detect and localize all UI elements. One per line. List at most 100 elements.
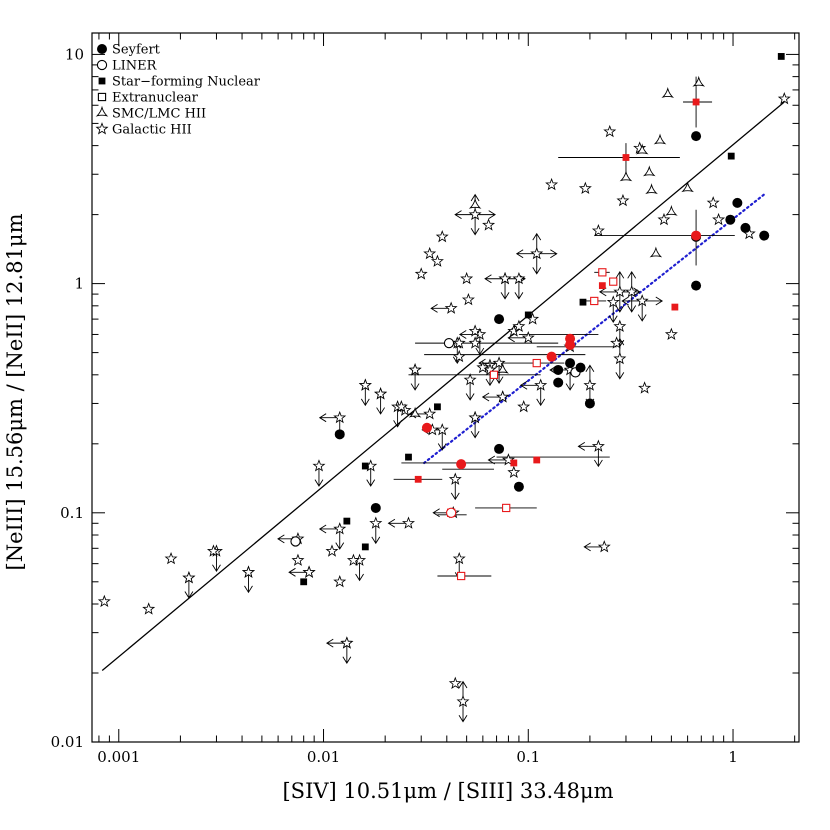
legend-label: Galactic HII: [112, 123, 192, 138]
limit-star-marker: [452, 551, 466, 565]
limit-star-marker: [333, 410, 347, 424]
seyfert-point: [553, 377, 564, 388]
limit-arrow-down: [458, 701, 468, 723]
solid-fit-line: [101, 101, 785, 672]
seyfert-point: [513, 481, 524, 492]
limit-arrow-down: [184, 577, 194, 599]
limit-arrow-down: [470, 417, 480, 439]
legend-label: SMC/LMC HII: [112, 107, 206, 122]
legend-marker-extranuclear: [97, 92, 107, 102]
limit-star-marker: [534, 378, 548, 391]
x-axis-label: [SIV] 10.51μm / [SIII] 33.48μm: [282, 779, 613, 803]
error-bars: [393, 76, 735, 577]
galactic-hii-point: [603, 124, 617, 138]
limit-star-marker: [312, 459, 326, 472]
star-forming-nuclear-point: [361, 462, 369, 470]
legend-marker-liner: [96, 59, 108, 71]
limit-star-marker: [468, 207, 482, 221]
galactic-hii-point: [498, 271, 512, 285]
seyfert-point: [725, 214, 736, 225]
extranuclear-highlight-point: [598, 268, 607, 277]
axis-ticks: 0.001 0.01 0.1 1 0.01 0.1 1 10: [51, 33, 799, 766]
galactic-hii-point: [435, 230, 449, 243]
smc-lmc-hii-point: [665, 204, 678, 216]
galactic-hii-point: [507, 465, 521, 478]
limit-arrow-down: [565, 369, 575, 391]
limit-arrow-down: [314, 466, 324, 487]
upper-limit-marker: [613, 337, 627, 380]
limit-star-marker: [463, 373, 477, 386]
galactic-hii-point: [408, 363, 422, 376]
seyfert-point: [565, 358, 576, 369]
star-forming-nuclear-point: [361, 543, 369, 551]
star-forming-nuclear-highlight-point: [671, 303, 679, 311]
seyfert-highlight-point: [565, 339, 576, 350]
y-tick-label: 0.01: [51, 733, 84, 751]
upper-limit-marker: [583, 540, 611, 553]
galactic-hii-point: [545, 177, 559, 191]
seyfert-point: [334, 429, 345, 440]
limit-arrow-down: [437, 429, 447, 451]
star-forming-nuclear-highlight-point: [510, 459, 518, 467]
extranuclear-highlight-point: [532, 358, 541, 368]
limit-star-marker: [369, 516, 383, 529]
limit-star-marker: [613, 351, 627, 365]
upper-limit-marker: [369, 516, 383, 545]
seyfert-point: [691, 131, 702, 142]
series-liner: [290, 337, 581, 547]
x-tick-label: 0.01: [307, 748, 340, 766]
limit-markers: [182, 193, 664, 723]
legend-item-galactic-hii: Galactic HII: [95, 122, 192, 138]
dotted-fit-line: [423, 193, 766, 465]
limit-star-marker: [492, 356, 506, 369]
upper-limit-marker: [519, 378, 548, 407]
upper-limit-marker: [448, 472, 462, 501]
upper-limit-marker: [463, 373, 477, 401]
extranuclear-highlight-point: [502, 503, 511, 513]
star-forming-nuclear-highlight-point: [622, 154, 630, 161]
seyfert-highlight-point: [421, 422, 432, 433]
seyfert-point: [494, 443, 505, 454]
galactic-hii-point: [241, 565, 255, 578]
legend-item-star-forming-nuclear: Star−forming Nuclear: [98, 75, 261, 90]
liner-point: [290, 536, 301, 547]
smc-lmc-hii-point: [635, 143, 649, 155]
limit-star-marker: [606, 295, 620, 308]
limit-arrow-down: [360, 385, 370, 407]
upper-limit-marker: [430, 301, 458, 314]
galactic-hii-point: [512, 319, 526, 333]
limit-arrow-down: [536, 385, 546, 407]
fit-lines: [101, 101, 785, 672]
x-tick-label: 1: [728, 748, 738, 766]
galactic-hii-point: [291, 553, 305, 566]
limit-star-marker: [501, 453, 515, 466]
galactic-hii-point: [610, 336, 624, 349]
galactic-hii-point: [468, 324, 482, 337]
extranuclear-highlight-point: [489, 370, 499, 379]
galactic-hii-point: [394, 400, 408, 413]
galactic-hii-point: [777, 92, 791, 105]
upper-limit-marker: [318, 522, 347, 550]
galactic-hii-point: [142, 602, 156, 615]
galactic-hii-point: [712, 212, 726, 226]
series-star-forming-nuclear: [300, 53, 785, 586]
smc-lmc-hii-point: [468, 197, 482, 209]
seyfert-point: [740, 222, 751, 233]
galactic-hii-point: [333, 574, 347, 588]
y-axis-label: [NeIII] 15.56μm / [NeII] 12.81μm: [3, 213, 27, 570]
limit-arrow-down: [244, 572, 253, 594]
limit-star-marker: [444, 301, 458, 314]
limit-star-marker: [583, 378, 597, 391]
smc-lmc-hii-point: [642, 165, 656, 177]
legend-label: Extranuclear: [112, 91, 199, 106]
limit-star-marker: [456, 694, 470, 708]
limit-star-marker: [597, 540, 611, 553]
limit-arrow-down: [366, 466, 376, 487]
limit-star-marker: [521, 331, 535, 344]
limit-star-marker: [402, 516, 415, 529]
limit-arrow-down: [450, 479, 460, 501]
seyfert-point: [691, 280, 702, 291]
x-tick-label: 0.001: [97, 748, 140, 766]
limit-arrow-down: [532, 253, 542, 275]
galactic-hii-point: [664, 327, 678, 340]
